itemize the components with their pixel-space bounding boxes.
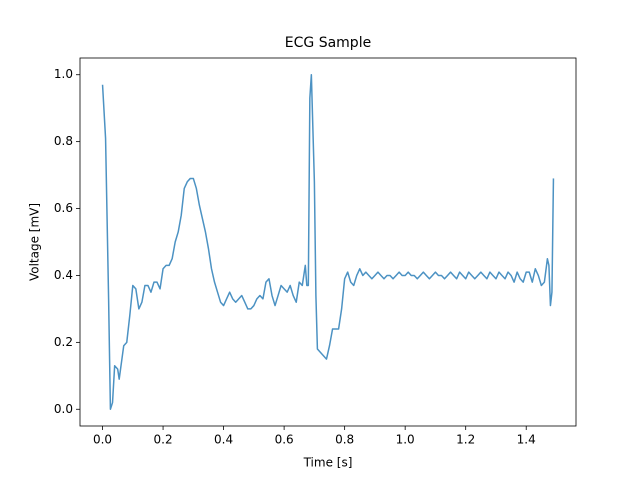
y-axis-label: Voltage [mV] bbox=[28, 203, 42, 281]
x-axis-label: Time [s] bbox=[303, 456, 353, 470]
y-tick-label: 0.6 bbox=[54, 201, 73, 215]
x-tick-label: 0.2 bbox=[154, 433, 173, 447]
y-tick-label: 0.4 bbox=[54, 268, 73, 282]
x-tick-label: 0.0 bbox=[93, 433, 112, 447]
y-tick-label: 1.0 bbox=[54, 67, 73, 81]
chart-title: ECG Sample bbox=[285, 35, 371, 51]
x-tick-label: 0.4 bbox=[214, 433, 233, 447]
x-tick-label: 0.8 bbox=[335, 433, 354, 447]
x-tick-label: 0.6 bbox=[275, 433, 294, 447]
y-tick-label: 0.0 bbox=[54, 402, 73, 416]
x-tick-label: 1.4 bbox=[517, 433, 536, 447]
y-tick-label: 0.2 bbox=[54, 335, 73, 349]
x-tick-label: 1.0 bbox=[396, 433, 415, 447]
x-tick-label: 1.2 bbox=[456, 433, 475, 447]
y-tick-label: 0.8 bbox=[54, 134, 73, 148]
ecg-line bbox=[101, 73, 555, 411]
axes-frame bbox=[79, 57, 577, 427]
